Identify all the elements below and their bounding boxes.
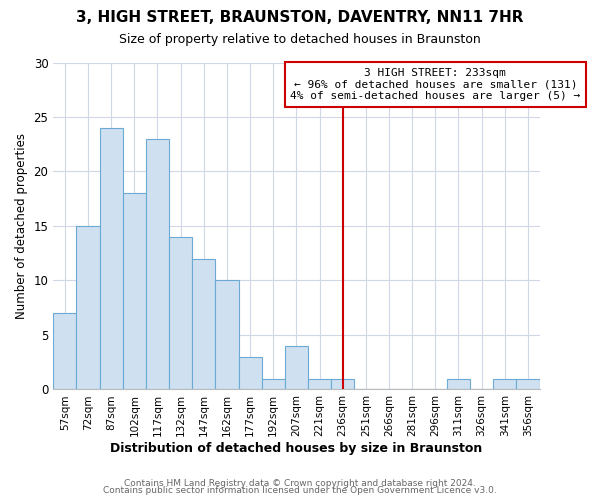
- Bar: [517, 378, 539, 390]
- Text: 3, HIGH STREET, BRAUNSTON, DAVENTRY, NN11 7HR: 3, HIGH STREET, BRAUNSTON, DAVENTRY, NN1…: [76, 10, 524, 25]
- Bar: [262, 378, 285, 390]
- Bar: [169, 237, 192, 390]
- X-axis label: Distribution of detached houses by size in Braunston: Distribution of detached houses by size …: [110, 442, 482, 455]
- Bar: [192, 258, 215, 390]
- Bar: [53, 313, 76, 390]
- Y-axis label: Number of detached properties: Number of detached properties: [15, 133, 28, 319]
- Bar: [76, 226, 100, 390]
- Bar: [239, 357, 262, 390]
- Text: Contains public sector information licensed under the Open Government Licence v3: Contains public sector information licen…: [103, 486, 497, 495]
- Text: Size of property relative to detached houses in Braunston: Size of property relative to detached ho…: [119, 32, 481, 46]
- Text: 3 HIGH STREET: 233sqm
← 96% of detached houses are smaller (131)
4% of semi-deta: 3 HIGH STREET: 233sqm ← 96% of detached …: [290, 68, 580, 101]
- Bar: [215, 280, 239, 390]
- Bar: [146, 139, 169, 390]
- Text: Contains HM Land Registry data © Crown copyright and database right 2024.: Contains HM Land Registry data © Crown c…: [124, 478, 476, 488]
- Bar: [285, 346, 308, 390]
- Bar: [123, 194, 146, 390]
- Bar: [447, 378, 470, 390]
- Bar: [100, 128, 123, 390]
- Bar: [493, 378, 517, 390]
- Bar: [331, 378, 354, 390]
- Bar: [308, 378, 331, 390]
